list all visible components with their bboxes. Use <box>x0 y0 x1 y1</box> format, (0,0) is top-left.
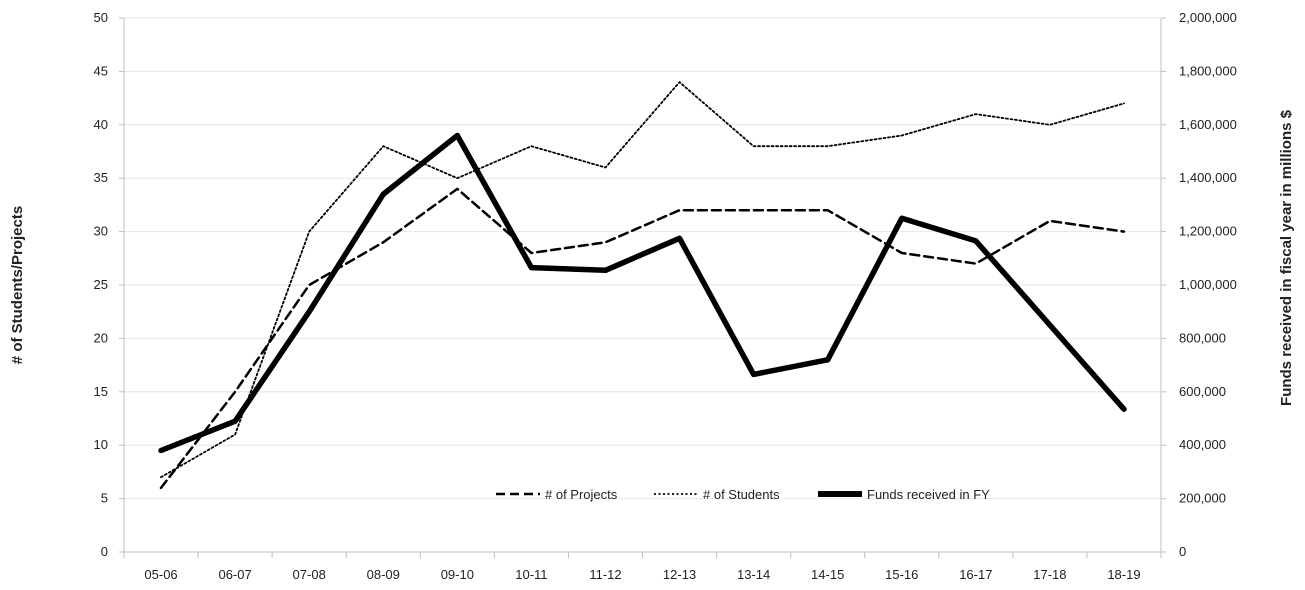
right-y-tick-labels: 0 200,000 400,000 600,000 800,000 1,000,000 1,… <box>1161 10 1237 559</box>
x-tick-label: 11-12 <box>589 567 621 582</box>
left-y-tick-label: 45 <box>94 63 108 78</box>
legend-label-projects: # of Projects <box>545 487 618 502</box>
right-y-tick-label: 2,000,000 <box>1179 10 1237 25</box>
right-y-tick-label: 400,000 <box>1179 437 1226 452</box>
x-tick-label: 15-16 <box>885 567 918 582</box>
right-y-tick-label: 1,200,000 <box>1179 224 1237 239</box>
x-tick-label: 08-09 <box>367 567 400 582</box>
x-tick-label: 14-15 <box>811 567 844 582</box>
right-y-tick-label: 200,000 <box>1179 491 1226 506</box>
x-tick-label: 12-13 <box>663 567 696 582</box>
left-y-tick-label: 20 <box>94 330 108 345</box>
right-y-tick-label: 800,000 <box>1179 330 1226 345</box>
x-tick-label: 13-14 <box>737 567 770 582</box>
left-y-tick-label: 30 <box>94 224 108 239</box>
left-y-tick-label: 15 <box>94 384 108 399</box>
left-y-axis-title: # of Students/Projects <box>9 206 26 364</box>
x-tick-label: 17-18 <box>1033 567 1066 582</box>
right-y-tick-label: 1,800,000 <box>1179 63 1237 78</box>
left-y-tick-label: 5 <box>101 491 108 506</box>
x-tick-label: 09-10 <box>441 567 474 582</box>
x-tick-label: 10-11 <box>515 567 547 582</box>
x-tick-label: 06-07 <box>218 567 251 582</box>
right-y-tick-label: 1,000,000 <box>1179 277 1237 292</box>
legend-label-students: # of Students <box>703 487 780 502</box>
left-y-tick-label: 25 <box>94 277 108 292</box>
right-y-axis-title: Funds received in fiscal year in million… <box>1278 109 1295 406</box>
series-projects-line <box>159 187 1126 490</box>
x-tick-label: 07-08 <box>293 567 326 582</box>
left-y-tick-label: 35 <box>94 170 108 185</box>
x-tick-label: 18-19 <box>1107 567 1140 582</box>
legend-label-funds: Funds received in FY <box>867 487 990 502</box>
left-y-tick-labels: 0 5 10 15 20 25 30 35 40 45 50 <box>94 10 124 559</box>
legend: # of Projects # of Students Funds receiv… <box>496 487 990 502</box>
gridlines <box>124 17 1161 500</box>
x-tick-label: 16-17 <box>959 567 992 582</box>
left-y-tick-label: 40 <box>94 117 108 132</box>
left-y-tick-label: 50 <box>94 10 108 25</box>
x-tick-label: 05-06 <box>144 567 177 582</box>
series-students-line <box>160 81 1125 479</box>
right-y-tick-label: 600,000 <box>1179 384 1226 399</box>
right-y-tick-label: 0 <box>1179 544 1186 559</box>
series-lines <box>158 81 1127 490</box>
left-y-tick-label: 10 <box>94 437 108 452</box>
right-y-tick-label: 1,600,000 <box>1179 117 1237 132</box>
left-y-tick-label: 0 <box>101 544 108 559</box>
series-funds-line <box>158 132 1127 454</box>
x-tick-labels: 05-06 06-07 07-08 08-09 09-10 10-11 11-12 12-13… <box>123 552 1162 582</box>
right-y-tick-label: 1,400,000 <box>1179 170 1237 185</box>
